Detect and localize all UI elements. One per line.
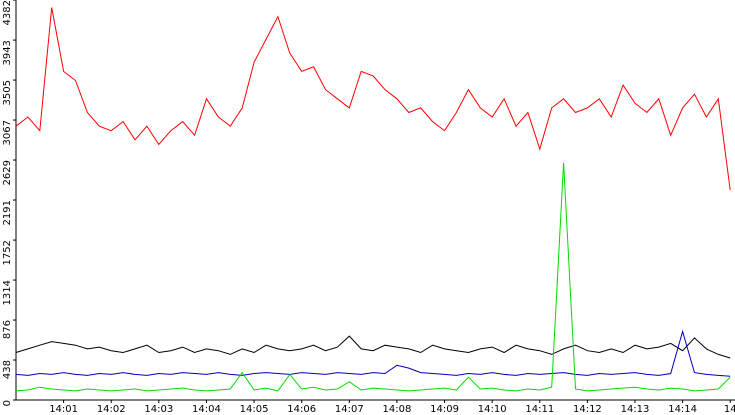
x-tick-label: 14:04 (192, 404, 221, 415)
x-tick-label: 14:07 (335, 404, 364, 415)
series-line (15, 7, 731, 191)
y-tick-label: 438 (2, 360, 13, 379)
x-tick-label: 14:06 (287, 404, 316, 415)
y-tick-label: 1752 (2, 240, 13, 265)
y-tick-label: 3943 (2, 40, 13, 65)
x-tick-label: 14 (724, 404, 735, 415)
x-tick-label: 14:03 (144, 404, 173, 415)
y-tick-label: 876 (2, 320, 13, 339)
y-tick-label: 4382 (2, 0, 13, 25)
series-line (15, 329, 731, 377)
series-line (15, 162, 731, 392)
x-tick-label: 14:14 (668, 404, 697, 415)
x-tick-label: 14:09 (430, 404, 459, 415)
x-tick-label: 14:05 (240, 404, 269, 415)
x-tick-label: 14:01 (49, 404, 78, 415)
y-tick-label: 2629 (2, 160, 13, 185)
y-tick-label: 0 (2, 400, 13, 406)
x-tick-label: 14:02 (97, 404, 126, 415)
y-tick-label: 1314 (2, 280, 13, 305)
series-line (15, 335, 731, 359)
x-tick-label: 14:11 (525, 404, 554, 415)
x-tick-label: 14:10 (478, 404, 507, 415)
y-tick-label: 3067 (2, 120, 13, 145)
y-tick-label: 2191 (2, 200, 13, 225)
x-tick-label: 14:13 (621, 404, 650, 415)
x-tick-label: 14:08 (383, 404, 412, 415)
y-tick-label: 3505 (2, 80, 13, 105)
x-tick-label: 14:12 (573, 404, 602, 415)
